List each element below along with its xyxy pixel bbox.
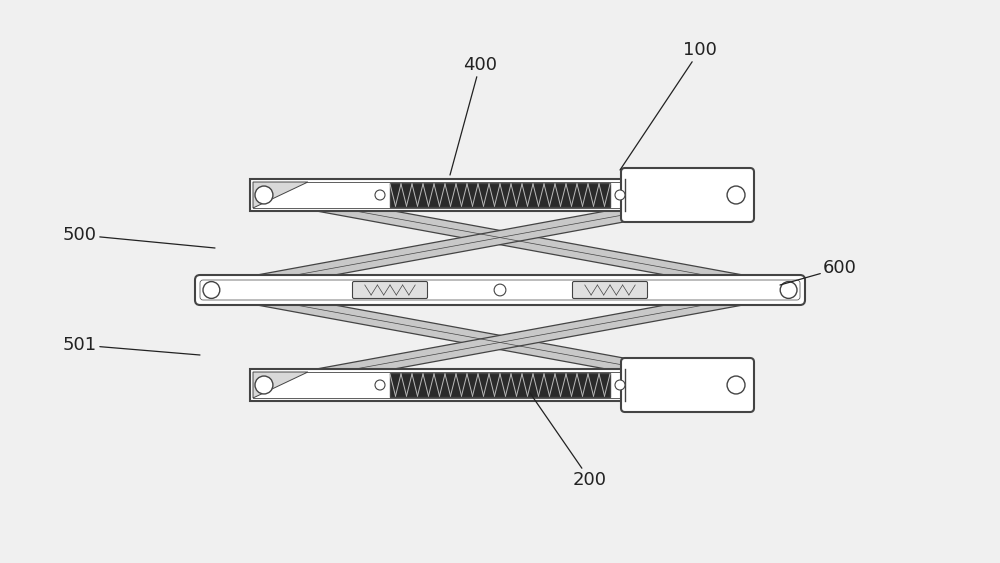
FancyBboxPatch shape xyxy=(200,280,800,300)
Circle shape xyxy=(727,186,745,204)
FancyBboxPatch shape xyxy=(352,282,428,298)
Circle shape xyxy=(780,282,797,298)
Circle shape xyxy=(255,186,273,204)
Bar xyxy=(390,183,610,207)
Circle shape xyxy=(615,190,625,200)
Circle shape xyxy=(615,380,625,390)
Polygon shape xyxy=(253,182,308,208)
Text: 600: 600 xyxy=(780,259,857,285)
Text: 501: 501 xyxy=(63,336,200,355)
Polygon shape xyxy=(267,283,787,392)
Text: 200: 200 xyxy=(530,393,607,489)
Polygon shape xyxy=(213,283,733,392)
Circle shape xyxy=(375,380,385,390)
FancyBboxPatch shape xyxy=(572,282,648,298)
Bar xyxy=(250,179,750,211)
Bar xyxy=(250,369,750,401)
Bar xyxy=(253,182,747,208)
Bar xyxy=(390,373,610,397)
Circle shape xyxy=(203,282,220,298)
Circle shape xyxy=(494,284,506,296)
Text: 500: 500 xyxy=(63,226,215,248)
Circle shape xyxy=(255,376,273,394)
FancyBboxPatch shape xyxy=(621,358,754,412)
Text: 400: 400 xyxy=(450,56,497,175)
Circle shape xyxy=(375,190,385,200)
FancyBboxPatch shape xyxy=(195,275,805,305)
Polygon shape xyxy=(253,372,308,398)
Text: 100: 100 xyxy=(620,41,717,170)
FancyBboxPatch shape xyxy=(621,168,754,222)
Bar xyxy=(253,372,747,398)
Circle shape xyxy=(727,376,745,394)
Polygon shape xyxy=(267,188,787,297)
Polygon shape xyxy=(213,188,733,297)
